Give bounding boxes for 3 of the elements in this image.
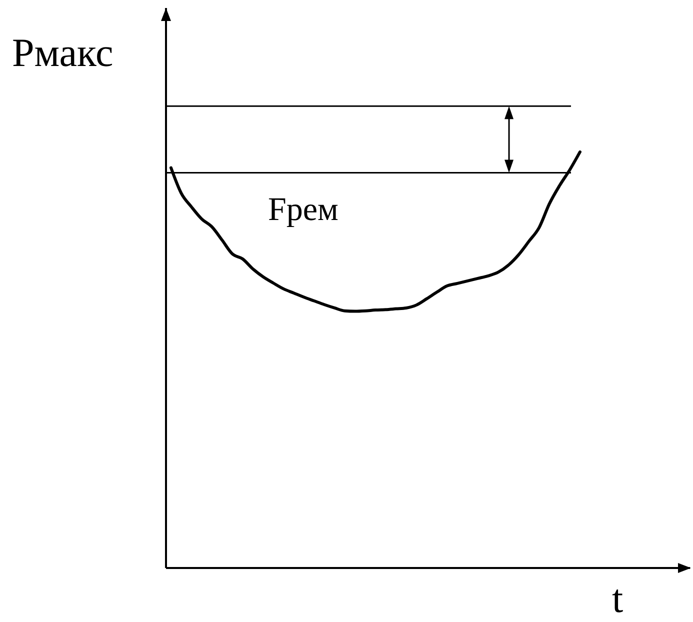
annotation: Fрем (268, 192, 338, 228)
y-axis-title: Рмакс (12, 30, 114, 75)
x-axis-title: t (612, 576, 624, 621)
